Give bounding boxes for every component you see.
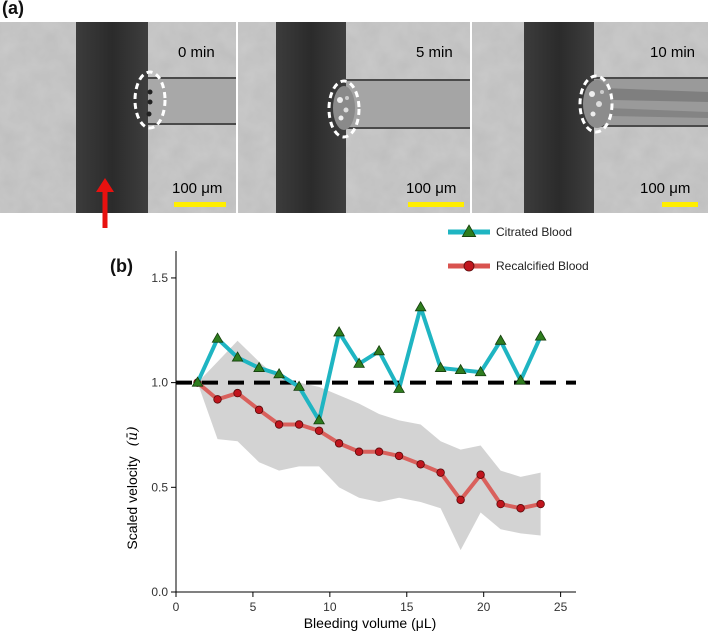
recalcified-point [456, 495, 465, 505]
citrated-point [393, 382, 405, 393]
citrated-point [353, 357, 365, 368]
recalcified-point [536, 499, 545, 509]
y-tick-label: 1.0 [151, 376, 168, 390]
scale-bar-label: 100 μm [640, 180, 691, 197]
frame-time-label: 5 min [416, 44, 453, 61]
x-tick-label: 10 [323, 600, 337, 614]
x-axis-label: Bleeding volume (μL) [304, 615, 437, 631]
x-tick-label: 0 [173, 600, 180, 614]
citrated-point [434, 361, 447, 372]
micrograph-frame-0: 0 min 100 μm [0, 22, 236, 213]
x-tick-label: 5 [250, 600, 257, 614]
recalcified-point [334, 439, 344, 448]
frame-time-label: 0 min [178, 44, 215, 61]
y-tick-label: 1.5 [151, 271, 168, 285]
recalcified-point [436, 468, 445, 477]
recalcified-point [516, 504, 525, 513]
citrated-point [514, 374, 527, 385]
recalcified-point [476, 470, 485, 479]
panel-b-label: (b) [110, 256, 133, 276]
citrated-point [454, 363, 467, 375]
y-tick-label: 0.5 [151, 480, 168, 494]
velocity-chart: 0 5 10 15 20 25 0.0 0.5 1.0 1.5 Citrated Blood Rec… [124, 224, 589, 631]
recalcified-point [254, 405, 264, 415]
scale-bar [662, 202, 698, 207]
citrated-point [273, 367, 285, 379]
recalcified-series-line [196, 381, 542, 511]
citrated-point [191, 376, 204, 387]
micrograph-frame-1: 5 min 100 μm [238, 22, 470, 213]
citrated-point [534, 330, 547, 341]
y-axis-symbol: (ū) [125, 426, 141, 446]
citrated-point [253, 361, 265, 372]
y-axis-label: Scaled velocity (ū) [124, 426, 141, 549]
legend-citrated-label: Citrated Blood [496, 225, 572, 239]
legend-recalcified-marker [463, 260, 475, 272]
scale-bar [174, 202, 226, 207]
x-tick-label: 20 [477, 600, 491, 614]
x-tick-label: 25 [554, 600, 568, 614]
citrated-point [333, 326, 345, 337]
frame-time-label: 10 min [650, 44, 696, 61]
legend-recalcified-label: Recalcified Blood [496, 259, 589, 273]
legend-citrated-marker [461, 224, 477, 237]
scale-bar [408, 202, 464, 207]
recalcified-point [233, 388, 242, 398]
citrated-point [211, 332, 224, 343]
recalcified-point [394, 451, 404, 461]
recalcified-point [374, 447, 384, 456]
recalcified-point [496, 499, 505, 509]
recalcified-point [314, 426, 324, 435]
citrated-point [373, 344, 385, 356]
recalcified-point [416, 460, 425, 469]
micrograph-frame-2: 10 min 100 μm [472, 22, 708, 213]
scale-bar-label: 100 μm [406, 180, 457, 197]
recalcified-point [213, 395, 222, 404]
recalcified-point [294, 420, 304, 429]
panel-a-label: (a) [2, 0, 24, 18]
red-up-arrow-icon [96, 178, 114, 228]
x-tick-label: 15 [400, 600, 414, 614]
citrated-point [474, 365, 487, 377]
citrated-point [293, 380, 305, 391]
citrated-point [414, 300, 427, 312]
citrated-series-line [195, 305, 543, 423]
citrated-point [231, 351, 244, 362]
y-tick-label: 0.0 [151, 585, 168, 599]
recalcified-point [274, 420, 284, 429]
scale-bar-label: 100 μm [172, 180, 223, 197]
recalcified-confidence-band [197, 340, 541, 551]
citrated-point [313, 414, 325, 425]
y-axis-label-text: Scaled velocity [124, 456, 140, 549]
citrated-point [494, 334, 507, 345]
recalcified-point [354, 447, 364, 456]
